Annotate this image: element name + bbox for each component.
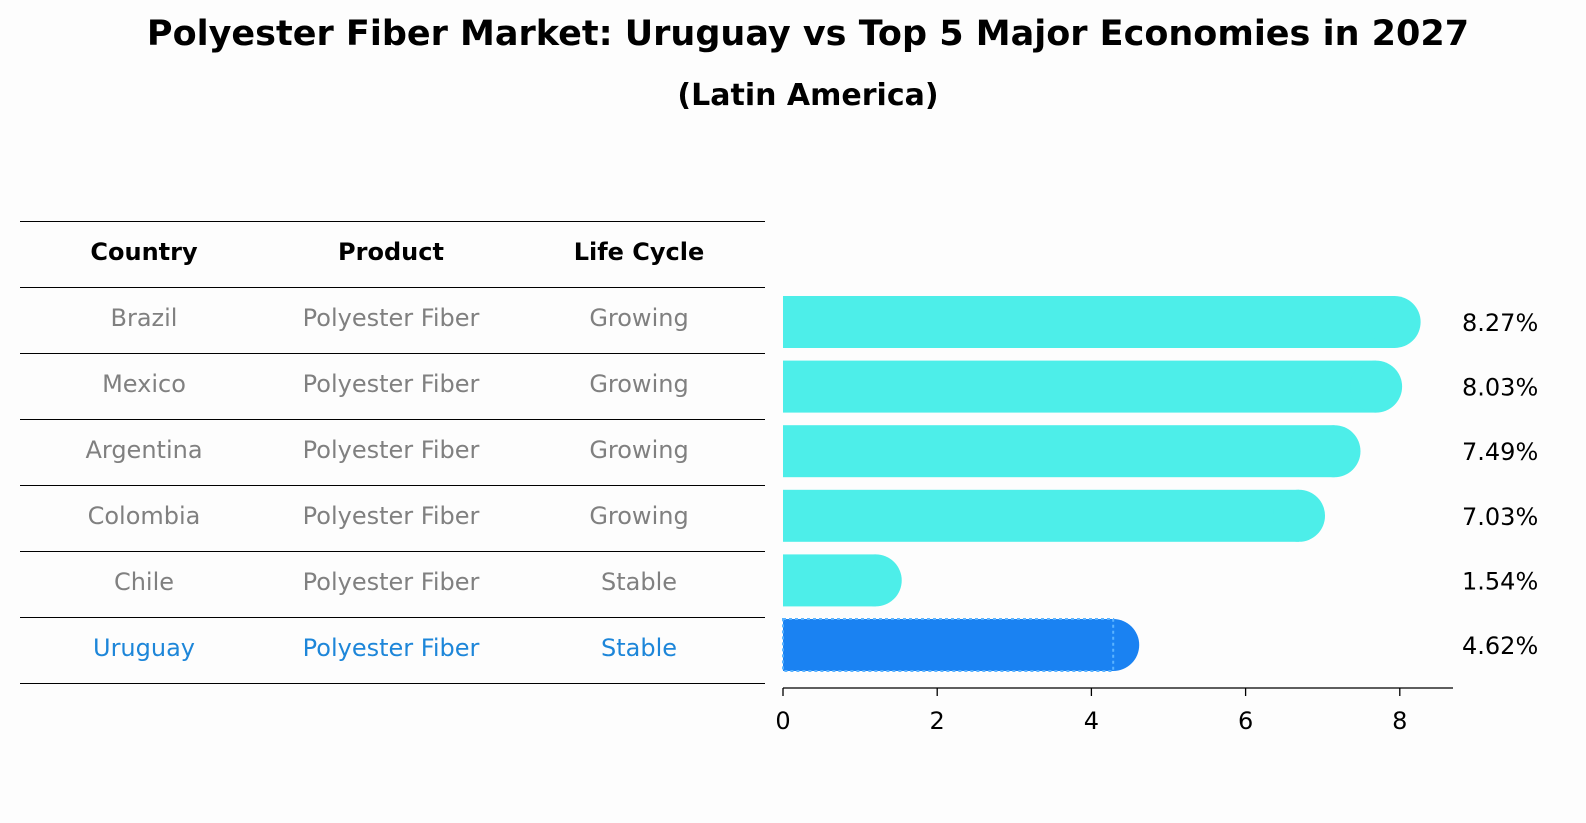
bar-uruguay — [783, 619, 1114, 671]
bar-cap-brazil — [1368, 296, 1421, 348]
bar-cap-colombia — [1273, 489, 1326, 542]
bar-colombia — [783, 489, 1300, 542]
table-rule — [20, 551, 765, 552]
bar-mexico — [783, 360, 1377, 413]
x-tick-label: 0 — [775, 707, 790, 735]
x-tick-label: 2 — [930, 707, 945, 735]
table-cell-country: Uruguay — [93, 634, 195, 662]
table-cell-product: Polyester Fiber — [302, 568, 480, 596]
table-rule — [20, 485, 765, 486]
table-rule — [20, 287, 765, 288]
table-rule — [20, 683, 765, 684]
bar-outline-uruguay — [782, 618, 1115, 672]
table-cell-product: Polyester Fiber — [302, 304, 480, 332]
bar-cap-argentina — [1308, 425, 1361, 478]
x-tick-label: 4 — [1084, 707, 1099, 735]
table-header-country: Country — [90, 238, 198, 266]
table-cell-country: Argentina — [85, 436, 203, 464]
table-cell-life-cycle: Stable — [600, 634, 678, 662]
table-cell-life-cycle: Growing — [589, 436, 689, 464]
bar-argentina — [783, 425, 1335, 478]
table-cell-life-cycle: Growing — [589, 304, 689, 332]
table-cell-product: Polyester Fiber — [302, 634, 480, 662]
bar-label-uruguay: 4.62% — [1462, 632, 1538, 660]
bar-label-chile: 1.54% — [1462, 567, 1538, 595]
table-rule — [20, 617, 765, 618]
table-cell-product: Polyester Fiber — [302, 502, 480, 530]
table-header-life-cycle: Life Cycle — [573, 238, 705, 266]
bar-label-brazil: 8.27% — [1462, 309, 1538, 337]
bar-label-colombia: 7.03% — [1462, 503, 1538, 531]
bar-cap-mexico — [1350, 360, 1403, 413]
bar-brazil — [783, 296, 1395, 348]
chart-subtitle: (Latin America) — [677, 78, 939, 113]
chart-title: Polyester Fiber Market: Uruguay vs Top 5… — [146, 14, 1470, 54]
table-cell-life-cycle: Growing — [589, 370, 689, 398]
table-rule — [20, 353, 765, 354]
table-cell-country: Brazil — [110, 304, 178, 332]
table-cell-life-cycle: Stable — [600, 568, 678, 596]
table-cell-product: Polyester Fiber — [302, 370, 480, 398]
bar-label-argentina: 7.49% — [1462, 438, 1538, 466]
table-cell-product: Polyester Fiber — [302, 436, 480, 464]
x-tick-label: 8 — [1392, 707, 1407, 735]
x-tick-label: 6 — [1238, 707, 1253, 735]
table-cell-country: Colombia — [87, 502, 201, 530]
table-cell-life-cycle: Growing — [589, 502, 689, 530]
table-cell-country: Chile — [113, 568, 175, 596]
table-rule — [20, 221, 765, 222]
bar-cap-chile — [849, 554, 902, 607]
table-rule — [20, 419, 765, 420]
table-cell-country: Mexico — [102, 370, 186, 398]
bar-label-mexico: 8.03% — [1462, 374, 1538, 402]
table-header-product: Product — [338, 238, 444, 266]
